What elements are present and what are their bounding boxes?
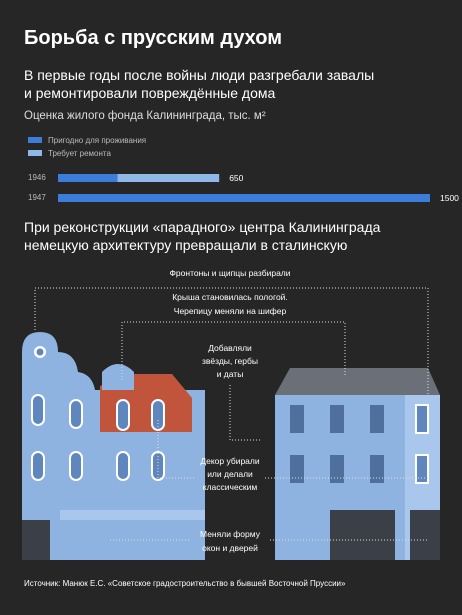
bar xyxy=(58,174,118,182)
label-bg xyxy=(160,262,300,280)
total-label: 1500 xyxy=(440,193,459,203)
legend-swatch xyxy=(28,150,42,156)
bar xyxy=(58,194,430,202)
legend-label: Требует ремонта xyxy=(48,149,111,158)
annotation: Добавляли xyxy=(208,343,252,353)
legend-swatch xyxy=(28,137,42,143)
section-title: немецкую архитектуру превращали в сталин… xyxy=(24,237,347,253)
connector-lines xyxy=(34,287,429,541)
section-title: При реконструкции «парадного» центра Кал… xyxy=(24,219,381,235)
annotation: и даты xyxy=(217,369,244,379)
category-label: 1947 xyxy=(28,193,46,202)
chart-title: Оценка жилого фонда Калининграда, тыс. м… xyxy=(24,110,266,122)
annotation: классическим xyxy=(203,482,258,492)
legend-label: Пригодно для проживания xyxy=(48,136,146,145)
annotation: Черепицу меняли на шифер xyxy=(174,306,287,316)
total-label: 650 xyxy=(229,173,243,183)
annotation: Меняли форму xyxy=(200,529,261,539)
annotation: или делали xyxy=(207,469,253,479)
label-bg xyxy=(160,290,300,320)
subtitle: и ремонтировали повреждённые дома xyxy=(24,85,275,101)
source: Источник: Манюк Е.С. «Советское градостр… xyxy=(24,579,346,588)
bar xyxy=(117,174,220,182)
annotation: Фронтоны и щипцы разбирали xyxy=(169,268,290,278)
subtitle: В первые годы после войны люди разгребал… xyxy=(24,67,374,83)
annotation: звёзды, гербы xyxy=(202,356,258,366)
annotation: Крыша становилась пологой. xyxy=(172,292,288,302)
annotation: Декор убирали xyxy=(200,456,259,466)
title: Борьба с прусским духом xyxy=(24,27,282,49)
soviet-building xyxy=(275,368,440,560)
bar-chart: Пригодно для проживания Требует ремонта 19… xyxy=(28,136,459,203)
annotation: окон и дверей xyxy=(202,543,258,553)
category-label: 1946 xyxy=(28,173,46,182)
pre-war-building xyxy=(22,332,205,560)
